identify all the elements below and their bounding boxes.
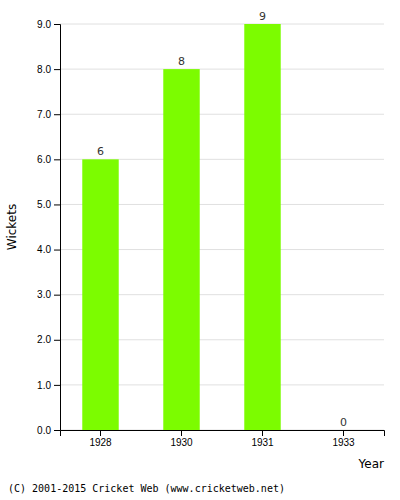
grid [60,24,384,430]
bar [82,159,118,430]
x-tick: 1928 [89,430,112,448]
y-axis: 0.0 1.0 2.0 3.0 4.0 5.0 6.0 7.0 8.0 9.0 [37,19,60,436]
grid-line [60,24,384,25]
x-axis: 1928 1930 1931 1933 [61,430,385,448]
x-axis-line [61,431,385,437]
y-tick-label: 0.0 [37,425,51,436]
bar [163,69,199,430]
plot: 0.01.02.03.04.05.06.07.08.09.01928193019… [37,10,384,448]
data-label: 0 [340,416,347,429]
chart: 0.01.02.03.04.05.06.07.08.09.01928193019… [0,0,400,500]
y-tick-mark [54,430,60,431]
x-tick: 1930 [170,430,193,448]
y-tick-label: 9.0 [37,19,51,30]
grid-line [60,69,384,70]
y-axis-title: Wickets [5,204,19,250]
bars [82,24,280,430]
x-tick-mark [181,430,182,436]
y-tick-mark [54,385,60,386]
y-tick: 0.0 [37,425,60,436]
y-tick: 2.0 [37,334,60,345]
x-tick-label: 1931 [251,437,274,448]
y-tick-label: 6.0 [37,154,51,165]
y-tick-mark [54,204,60,205]
y-tick-label: 5.0 [37,199,51,210]
x-tick-label: 1930 [170,437,193,448]
y-tick-mark [54,340,60,341]
x-tick: 1933 [332,430,355,448]
y-axis-line [54,25,61,431]
y-tick: 7.0 [37,109,60,120]
y-tick-label: 7.0 [37,109,51,120]
y-tick-label: 3.0 [37,289,51,300]
y-tick: 4.0 [37,244,60,255]
x-tick-label: 1928 [89,437,112,448]
y-tick: 5.0 [37,199,60,210]
data-label: 8 [178,55,185,68]
y-tick: 6.0 [37,154,60,165]
x-axis-title: Year [358,457,384,471]
x-tick-mark [343,430,344,436]
y-tick: 3.0 [37,289,60,300]
y-tick-mark [54,295,60,296]
grid-line [60,114,384,115]
y-tick: 9.0 [37,19,60,30]
x-tick-mark [100,430,101,436]
y-tick-label: 1.0 [37,380,51,391]
y-tick: 8.0 [37,64,60,75]
bar [244,24,280,430]
data-label: 9 [259,10,266,23]
x-tick: 1931 [251,430,274,448]
y-tick-mark [54,250,60,251]
y-tick-label: 8.0 [37,64,51,75]
y-tick-label: 4.0 [37,244,51,255]
x-tick-mark [262,430,263,436]
y-tick-mark [54,69,60,70]
y-tick-mark [54,24,60,25]
data-labels: 6 8 9 0 [97,10,347,429]
x-tick-label: 1933 [332,437,355,448]
y-tick: 1.0 [37,380,60,391]
y-tick-label: 2.0 [37,334,51,345]
y-tick-mark [54,159,60,160]
footnote: (C) 2001-2015 Cricket Web (www.cricketwe… [8,483,285,494]
data-label: 6 [97,145,104,158]
y-tick-mark [54,114,60,115]
bar [325,430,361,431]
